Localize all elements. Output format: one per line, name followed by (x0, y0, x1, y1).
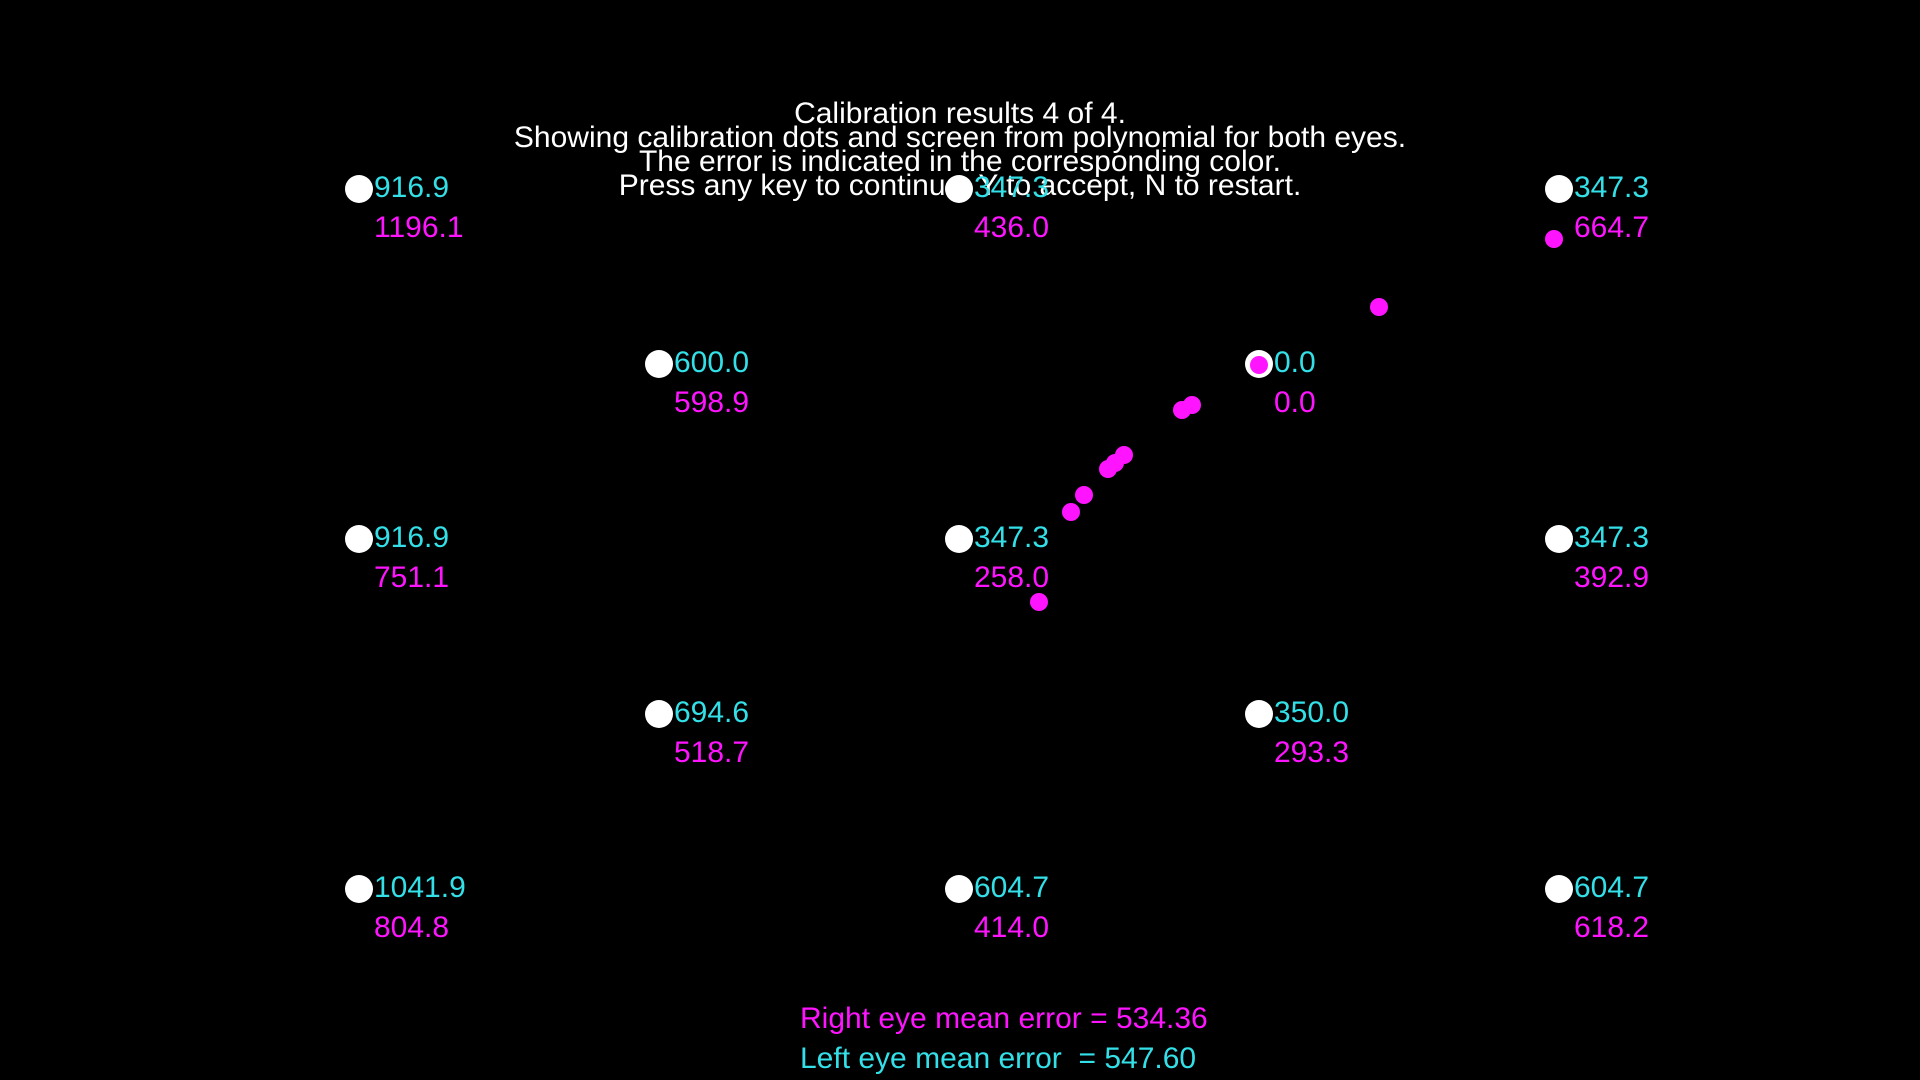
instruction-line-keys: Press any key to continue, Y to accept, … (618, 169, 1302, 202)
left-eye-error: 604.7 (974, 871, 1050, 904)
right-eye-error: 414.0 (974, 911, 1050, 944)
left-eye-error: 0.0 (1274, 346, 1316, 379)
left-eye-error: 350.0 (1274, 696, 1350, 729)
left-eye-error: 347.3 (1574, 521, 1650, 554)
calibration-target-dot (1545, 175, 1573, 203)
right-eye-error: 0.0 (1274, 386, 1316, 419)
left-eye-mean-error: Left eye mean error = 547.60 (800, 1042, 1197, 1075)
right-eye-gaze-dot (1062, 503, 1080, 521)
left-eye-error: 600.0 (674, 346, 750, 379)
calibration-target-dot (645, 700, 673, 728)
right-eye-gaze-dot (1075, 486, 1093, 504)
right-eye-gaze-dot (1106, 454, 1124, 472)
left-eye-error: 916.9 (374, 521, 450, 554)
left-eye-error: 694.6 (674, 696, 750, 729)
right-eye-error: 598.9 (674, 386, 750, 419)
calibration-target-dot (345, 875, 373, 903)
calibration-target-dot (945, 875, 973, 903)
left-eye-error: 347.3 (974, 171, 1050, 204)
calibration-target-dot (1545, 875, 1573, 903)
right-eye-error: 293.3 (1274, 736, 1350, 769)
left-eye-error: 604.7 (1574, 871, 1650, 904)
right-eye-error: 392.9 (1574, 561, 1650, 594)
right-eye-error: 618.2 (1574, 911, 1650, 944)
right-eye-gaze-dot (1545, 230, 1563, 248)
right-eye-gaze-dot (1370, 298, 1388, 316)
instruction-line-description: Showing calibration dots and screen from… (513, 121, 1407, 154)
calibration-target-dot (1545, 525, 1573, 553)
right-eye-mean-error: Right eye mean error = 534.36 (800, 1002, 1208, 1035)
instruction-line-error-color: The error is indicated in the correspond… (638, 145, 1281, 178)
right-eye-error: 664.7 (1574, 211, 1650, 244)
right-eye-error: 518.7 (674, 736, 750, 769)
left-eye-error: 347.3 (1574, 171, 1650, 204)
calibration-target-dot (645, 350, 673, 378)
left-eye-error: 347.3 (974, 521, 1050, 554)
calibration-target-dot (1245, 700, 1273, 728)
instruction-line-title: Calibration results 4 of 4. (794, 97, 1126, 130)
right-eye-error: 804.8 (374, 911, 450, 944)
right-eye-gaze-dot (1250, 356, 1268, 374)
calibration-target-dot (345, 525, 373, 553)
left-eye-error: 916.9 (374, 171, 450, 204)
right-eye-error: 258.0 (974, 561, 1050, 594)
left-eye-error: 1041.9 (374, 871, 466, 904)
right-eye-gaze-dot (1183, 396, 1201, 414)
right-eye-gaze-dot (1030, 593, 1048, 611)
calibration-target-dot (345, 175, 373, 203)
right-eye-error: 751.1 (374, 561, 450, 594)
calibration-target-dot (945, 525, 973, 553)
right-eye-error: 436.0 (974, 211, 1050, 244)
calibration-target-dot (945, 175, 973, 203)
right-eye-error: 1196.1 (374, 211, 464, 244)
